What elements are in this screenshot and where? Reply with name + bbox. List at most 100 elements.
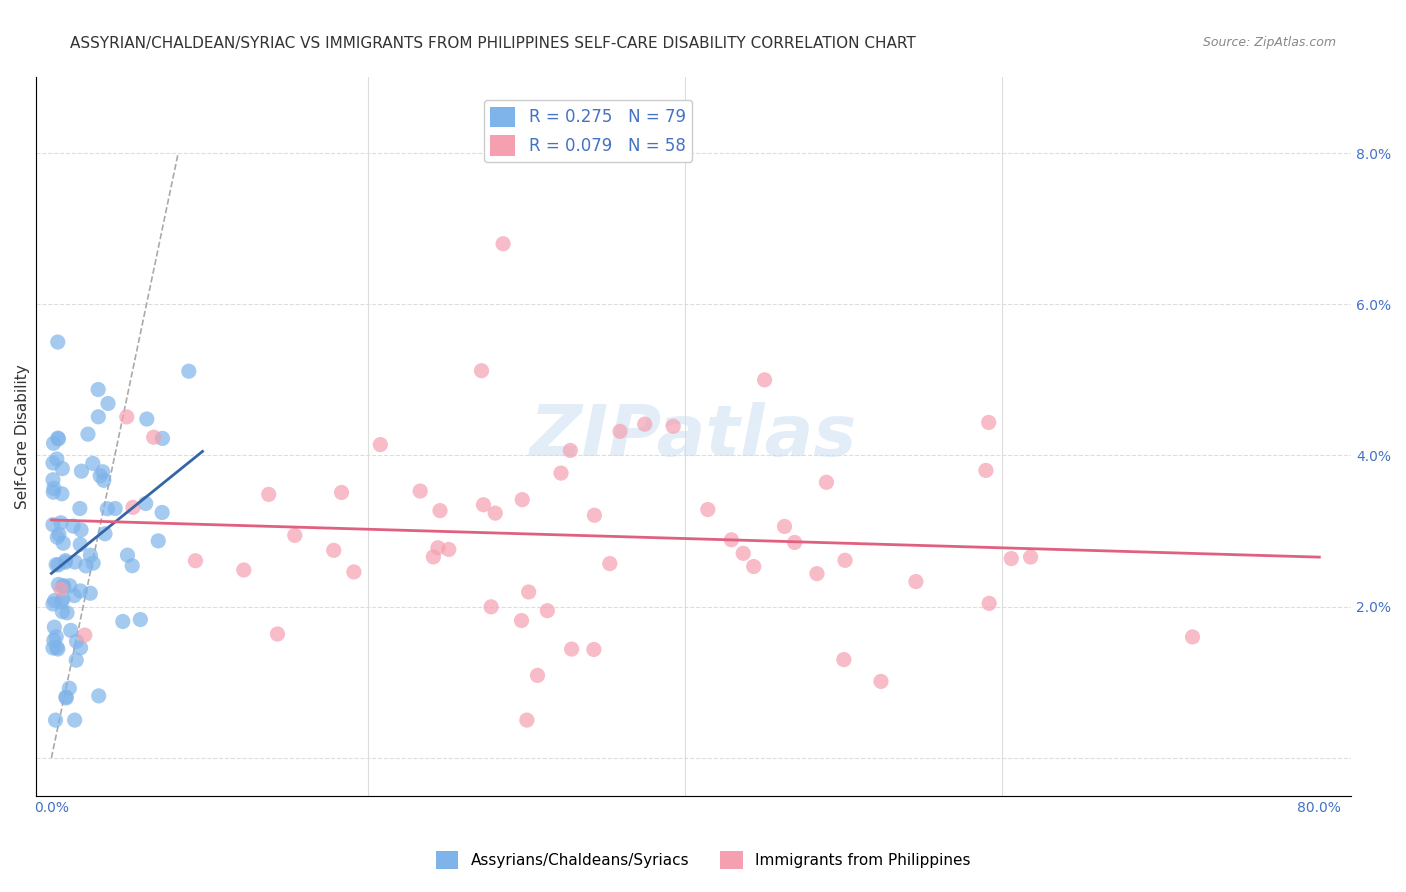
Point: [609, 425, 631, 439]
Point: [65, 653, 87, 667]
Point: [733, 546, 755, 560]
Point: [63, 713, 86, 727]
Point: [330, 485, 353, 500]
Point: [135, 496, 157, 510]
Point: [696, 502, 718, 516]
Point: [42, 481, 65, 495]
Point: [773, 519, 796, 533]
Point: [561, 642, 583, 657]
Point: [44, 620, 66, 634]
Point: [437, 542, 460, 557]
Point: [51, 461, 73, 475]
Point: [783, 535, 806, 549]
Point: [257, 487, 280, 501]
Point: [87, 689, 110, 703]
Point: [75, 558, 97, 573]
Point: [48, 527, 70, 541]
Point: [97, 396, 120, 410]
Point: [46, 642, 69, 657]
Point: [104, 501, 127, 516]
Point: [904, 574, 927, 589]
Point: [599, 557, 621, 571]
Point: [52, 579, 75, 593]
Point: [42, 485, 65, 500]
Point: [472, 498, 495, 512]
Point: [368, 437, 391, 451]
Point: [45, 558, 67, 572]
Point: [582, 642, 605, 657]
Point: [73, 628, 96, 642]
Legend: R = 0.275   N = 79, R = 0.079   N = 58: R = 0.275 N = 79, R = 0.079 N = 58: [484, 100, 692, 162]
Point: [135, 412, 157, 426]
Point: [69, 537, 91, 551]
Point: [184, 554, 207, 568]
Point: [42, 436, 65, 450]
Point: [69, 640, 91, 655]
Point: [55, 554, 77, 568]
Point: [121, 558, 143, 573]
Point: [44, 713, 66, 727]
Point: [409, 484, 432, 499]
Point: [148, 533, 170, 548]
Point: [87, 383, 110, 397]
Point: [63, 555, 86, 569]
Point: [122, 500, 145, 515]
Point: [1181, 630, 1204, 644]
Point: [55, 555, 77, 569]
Point: [583, 508, 606, 523]
Point: [42, 633, 65, 648]
Point: [870, 674, 893, 689]
Point: [70, 464, 93, 478]
Point: [55, 690, 77, 704]
Point: [510, 614, 533, 628]
Point: [79, 586, 101, 600]
Point: [322, 543, 344, 558]
Point: [58, 681, 80, 696]
Point: [45, 630, 67, 644]
Point: [834, 553, 856, 567]
Point: [517, 585, 540, 599]
Point: [720, 533, 742, 547]
Point: [79, 549, 101, 563]
Point: [979, 596, 1001, 610]
Point: [51, 595, 73, 609]
Point: [42, 517, 65, 532]
Point: [536, 604, 558, 618]
Point: [426, 541, 449, 555]
Point: [232, 563, 254, 577]
Point: [150, 506, 173, 520]
Point: [42, 456, 65, 470]
Point: [46, 334, 69, 349]
Point: [806, 566, 828, 581]
Point: [46, 558, 69, 572]
Legend: Assyrians/Chaldeans/Syriacs, Immigrants from Philippines: Assyrians/Chaldeans/Syriacs, Immigrants …: [429, 845, 977, 875]
Point: [343, 565, 366, 579]
Point: [42, 597, 65, 611]
Point: [117, 548, 139, 562]
Point: [52, 536, 75, 550]
Point: [115, 409, 138, 424]
Point: [62, 519, 84, 533]
Point: [550, 466, 572, 480]
Text: ASSYRIAN/CHALDEAN/SYRIAC VS IMMIGRANTS FROM PHILIPPINES SELF-CARE DISABILITY COR: ASSYRIAN/CHALDEAN/SYRIAC VS IMMIGRANTS F…: [70, 36, 917, 51]
Point: [49, 582, 72, 596]
Point: [815, 475, 838, 490]
Point: [526, 668, 548, 682]
Point: [46, 431, 69, 445]
Point: [82, 457, 104, 471]
Point: [77, 427, 100, 442]
Point: [46, 530, 69, 544]
Point: [48, 577, 70, 591]
Point: [69, 501, 91, 516]
Point: [82, 556, 104, 570]
Y-axis label: Self-Care Disability: Self-Care Disability: [15, 364, 30, 509]
Point: [479, 599, 502, 614]
Point: [59, 624, 82, 638]
Point: [422, 549, 444, 564]
Point: [1000, 551, 1022, 566]
Point: [91, 465, 114, 479]
Point: [742, 559, 765, 574]
Point: [94, 526, 117, 541]
Point: [93, 473, 115, 487]
Point: [89, 468, 111, 483]
